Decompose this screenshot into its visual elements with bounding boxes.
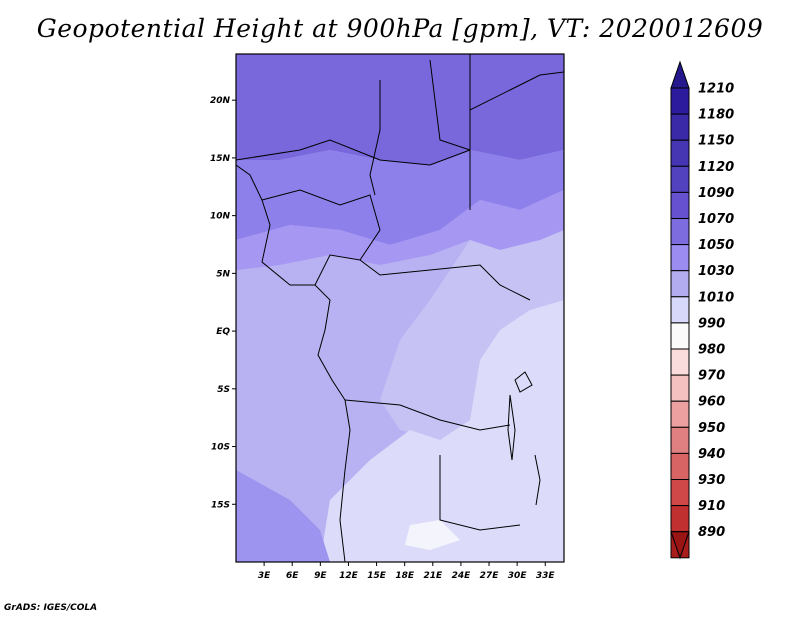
colorbar-label: 960 <box>698 395 725 410</box>
colorbar-label: 910 <box>698 499 725 514</box>
height-contour-fills <box>236 54 564 562</box>
boundaries-coastlines <box>236 54 564 562</box>
field-1030-east <box>380 230 564 440</box>
longitude-axis: 3E 6E 9E 12E 15E 18E 21E 24E 27E 30E 33E <box>258 562 556 581</box>
colorbar: 1210 1180 1150 1120 1090 1070 1050 1030 1010 990 9… <box>670 60 734 560</box>
colorbar-label: 940 <box>698 447 725 462</box>
lon-tick-label: 27E <box>480 571 500 581</box>
colorbar-swatch <box>670 113 690 141</box>
border-nigeria <box>261 189 381 286</box>
lat-tick-label: 10N <box>210 212 231 222</box>
lat-tick-label: 20N <box>210 96 231 106</box>
map-title: Geopotential Height at 900hPa [gpm], VT:… <box>36 14 764 43</box>
colorbar-swatch <box>670 139 690 167</box>
colorbar-label: 1010 <box>698 290 734 305</box>
colorbar-label: 1120 <box>698 160 734 175</box>
colorbar-label: 1070 <box>698 212 734 227</box>
colorbar-swatch <box>670 452 690 480</box>
colorbar-swatch <box>670 270 690 298</box>
east-africa-coast <box>469 54 564 111</box>
colorbar-label: 1030 <box>698 264 734 279</box>
colorbar-label: 1210 <box>698 82 734 97</box>
field-990-patch <box>405 520 460 550</box>
lat-tick-label: 5S <box>217 385 230 395</box>
lat-tick-label: EQ <box>216 327 230 337</box>
lon-tick-label: 9E <box>314 571 327 581</box>
colorbar-label: 1090 <box>698 186 734 201</box>
lat-tick-label: 15S <box>211 500 230 510</box>
lon-tick-label: 33E <box>536 571 556 581</box>
colorbar-swatch <box>670 505 690 533</box>
colorbar-label: 1050 <box>698 238 734 253</box>
lon-tick-label: 3E <box>258 571 271 581</box>
colorbar-swatch <box>670 87 690 115</box>
field-southwest <box>236 470 330 562</box>
field-1070-band <box>236 150 564 245</box>
colorbar-swatch <box>670 400 690 428</box>
colorbar-swatch <box>670 426 690 454</box>
field-1010-southeast <box>320 300 564 562</box>
lon-tick-label: 15E <box>367 571 387 581</box>
border-angola-zambia <box>439 455 521 531</box>
lake-victoria <box>514 371 533 393</box>
border-congo-basin <box>344 399 511 431</box>
colorbar-swatch <box>670 296 690 324</box>
colorbar-label: 930 <box>698 473 725 488</box>
colorbar-swatch <box>670 479 690 507</box>
lat-tick-label: 5N <box>216 269 230 279</box>
colorbar-swatch <box>670 374 690 402</box>
border-north-chad-sudan <box>369 59 471 210</box>
colorbar-top-arrow <box>670 60 690 89</box>
colorbar-label: 950 <box>698 421 725 436</box>
colorbar-swatch <box>670 191 690 219</box>
lon-tick-label: 30E <box>508 571 528 581</box>
field-north-high <box>236 54 564 165</box>
lake-malawi <box>534 454 541 506</box>
lon-tick-label: 21E <box>423 571 443 581</box>
colorbar-label: 1180 <box>698 108 734 123</box>
colorbar-swatch <box>670 322 690 350</box>
colorbar-swatch <box>670 218 690 246</box>
colorbar-label: 890 <box>698 525 725 540</box>
colorbar-swatch <box>670 165 690 193</box>
lake-tanganyika <box>507 394 516 461</box>
colorbar-label: 980 <box>698 343 725 358</box>
border-cameroon-car <box>359 259 531 301</box>
latitude-axis: 20N 15N 10N 5N EQ 5S 10S 15S <box>210 96 236 510</box>
lon-tick-label: 18E <box>395 571 415 581</box>
colorbar-label: 990 <box>698 316 725 331</box>
lon-tick-label: 12E <box>339 571 359 581</box>
colorbar-swatch <box>670 348 690 376</box>
colorbar-bottom-arrow <box>670 531 690 560</box>
colorbar-label: 1150 <box>698 134 734 149</box>
west-africa-coast <box>236 164 351 562</box>
border-sahel-1 <box>236 139 471 166</box>
lon-tick-label: 6E <box>286 571 299 581</box>
colorbar-swatch <box>670 244 690 272</box>
map-frame <box>235 53 565 563</box>
colorbar-label: 970 <box>698 369 725 384</box>
lat-tick-label: 15N <box>210 154 231 164</box>
field-1050-band <box>236 190 564 270</box>
grads-credit: GrADS: IGES/COLA <box>4 603 98 613</box>
lon-tick-label: 24E <box>452 571 472 581</box>
lat-tick-label: 10S <box>211 443 230 453</box>
